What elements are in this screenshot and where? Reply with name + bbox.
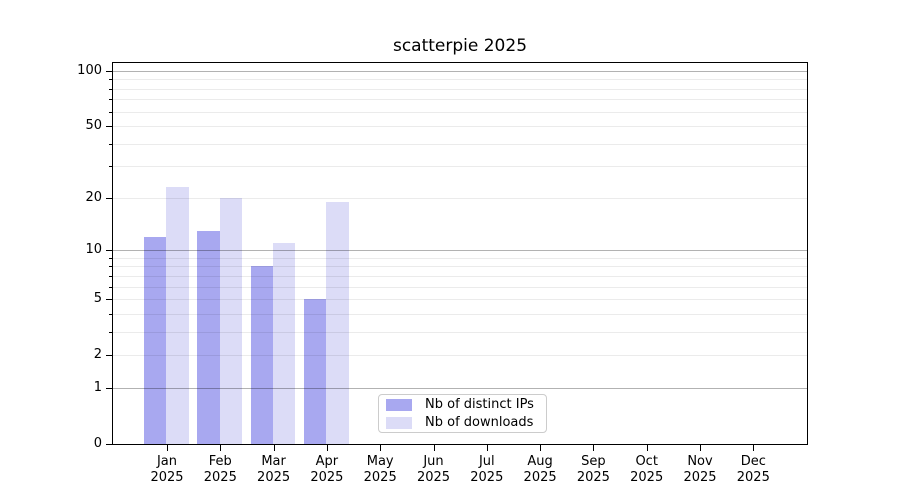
bar-distinct-ips [250, 266, 273, 444]
major-gridline [113, 387, 807, 389]
legend-label-downloads: Nb of downloads [425, 414, 534, 430]
minor-gridline [113, 313, 807, 315]
y-minor-tick [108, 79, 112, 81]
legend-swatch-downloads [386, 416, 412, 429]
x-tick-label-feb: Feb 2025 [203, 454, 237, 485]
bar-downloads [166, 187, 189, 444]
chart-title: scatterpie 2025 [392, 36, 528, 56]
y-minor-tick [108, 143, 112, 145]
y-tick [106, 250, 112, 252]
legend-item-distinct-ips: Nb of distinct IPs [386, 396, 546, 412]
minor-gridline [113, 126, 807, 128]
x-tick-label-jun: Jun 2025 [416, 454, 451, 485]
minor-gridline [113, 355, 807, 357]
minor-gridline [113, 286, 807, 288]
x-tick [646, 444, 648, 451]
legend: Nb of distinct IPs Nb of downloads [378, 394, 547, 433]
major-gridline [113, 250, 807, 252]
y-minor-tick [108, 257, 112, 259]
x-tick [380, 444, 382, 451]
x-tick [433, 444, 435, 451]
x-tick [593, 444, 595, 451]
x-tick [273, 444, 275, 451]
minor-gridline [113, 257, 807, 259]
y-minor-tick [108, 331, 112, 333]
x-tick-label-jul: Jul 2025 [470, 454, 504, 485]
y-minor-tick [108, 111, 112, 113]
y-minor-tick [108, 88, 112, 90]
bar-distinct-ips [197, 230, 220, 444]
y-tick [106, 197, 112, 199]
x-tick [326, 444, 328, 451]
y-tick-label: 10 [85, 242, 102, 258]
y-minor-tick [108, 313, 112, 315]
minor-gridline [113, 166, 807, 168]
minor-gridline [113, 88, 807, 90]
x-tick [167, 444, 168, 451]
x-tick [220, 444, 222, 451]
x-tick [753, 444, 755, 451]
minor-gridline [113, 111, 807, 113]
bar-downloads [219, 197, 242, 444]
y-tick-label: 20 [85, 189, 102, 205]
x-tick [486, 444, 488, 451]
y-tick-label: 100 [77, 62, 102, 78]
y-tick-label: 1 [93, 379, 102, 395]
x-tick-label-apr: Apr 2025 [310, 454, 344, 485]
x-tick-label-dec: Dec 2025 [736, 454, 770, 485]
legend-swatch-distinct-ips [386, 398, 412, 411]
x-tick [540, 444, 542, 451]
x-tick-label-jan: Jan 2025 [150, 454, 184, 485]
minor-gridline [113, 143, 807, 145]
y-tick [106, 299, 112, 301]
legend-label-distinct-ips: Nb of distinct IPs [425, 396, 534, 412]
x-tick-label-nov: Nov 2025 [683, 454, 717, 485]
legend-item-downloads: Nb of downloads [386, 414, 546, 430]
y-tick [106, 126, 112, 128]
y-tick-label: 0 [93, 436, 102, 451]
x-tick-label-sep: Sep 2025 [576, 454, 610, 485]
x-tick [700, 444, 701, 451]
y-tick-label: 50 [85, 118, 102, 134]
y-tick [106, 444, 112, 445]
minor-gridline [113, 331, 807, 333]
minor-gridline [113, 79, 807, 81]
x-tick-label-oct: Oct 2025 [630, 454, 664, 485]
y-minor-tick [108, 275, 112, 277]
bar-downloads [326, 201, 349, 444]
minor-gridline [113, 197, 807, 199]
major-gridline [113, 70, 807, 72]
y-minor-tick [108, 286, 112, 288]
minor-gridline [113, 99, 807, 101]
y-minor-tick [108, 166, 112, 168]
bar-downloads [273, 243, 296, 444]
x-tick-label-mar: Mar 2025 [257, 454, 291, 485]
y-tick [106, 387, 112, 389]
y-tick [106, 355, 112, 357]
y-tick-label: 5 [93, 291, 102, 307]
y-minor-tick [108, 99, 112, 101]
x-tick-label-aug: Aug 2025 [523, 454, 557, 485]
y-minor-tick [108, 266, 112, 268]
y-tick [106, 70, 112, 72]
minor-gridline [113, 299, 807, 301]
minor-gridline [113, 275, 807, 277]
bar-distinct-ips [144, 236, 167, 444]
x-tick-label-may: May 2025 [363, 454, 397, 485]
minor-gridline [113, 266, 807, 268]
bar-distinct-ips [304, 299, 327, 444]
y-tick-label: 2 [93, 347, 102, 363]
